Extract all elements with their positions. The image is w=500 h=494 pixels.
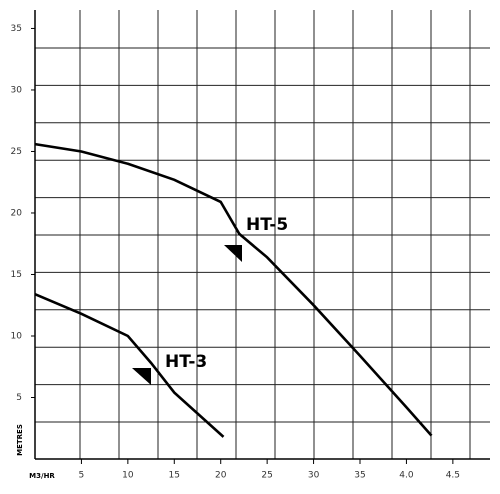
x-tick-label: 4.0: [399, 471, 414, 481]
y-tick-label: 15: [11, 270, 22, 280]
x-tick-label: 4.5: [446, 471, 460, 481]
y-tick-label: 20: [11, 208, 23, 218]
y-tick-label: 25: [11, 147, 22, 157]
curve: [34, 293, 225, 438]
pointer: [132, 368, 151, 385]
curve: [34, 142, 433, 437]
paper-grid: [35, 10, 490, 459]
x-tick-label: 30: [308, 471, 320, 481]
y-tick-label: 10: [11, 331, 23, 341]
pointer: [224, 245, 242, 262]
x-tick-label: 25: [261, 471, 272, 481]
y-tick-label: 30: [11, 85, 23, 95]
x-tick-label: 5: [79, 471, 85, 481]
series-label: HT-3: [165, 352, 207, 372]
series-label: HT-5: [246, 215, 288, 235]
x-tick-label: 15: [169, 471, 180, 481]
y-tick-label: 35: [11, 24, 22, 34]
y-tick-label: 5: [16, 393, 22, 403]
x-tick-label: 35: [354, 471, 365, 481]
x-tick-label: 10: [122, 471, 134, 481]
x-tick-label: 20: [215, 471, 227, 481]
x-axis-title: M3/HR: [29, 472, 55, 480]
y-axis-title: METRES: [16, 424, 24, 456]
